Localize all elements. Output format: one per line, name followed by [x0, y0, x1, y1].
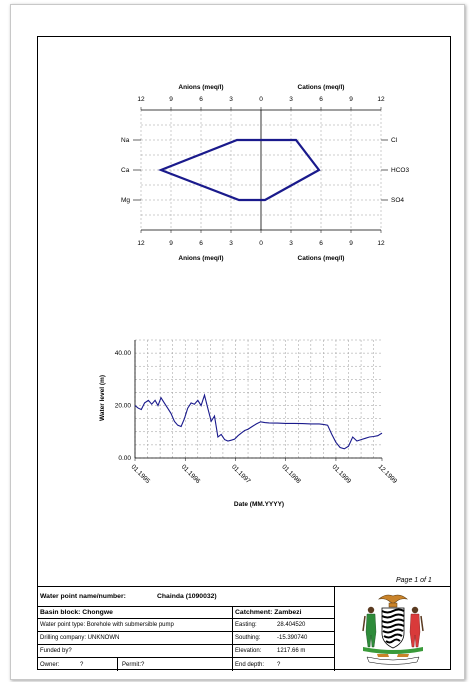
drilling-company: Drilling company: UNKNOWN — [40, 635, 120, 641]
page-sheet — [10, 4, 465, 680]
info-row-funded: Funded by? Elevation: 1217.66 m — [37, 645, 334, 658]
info-block: Water point name/number: Chainda (109003… — [37, 586, 451, 671]
owner-value: ? — [80, 661, 84, 668]
southing-value: -15.390740 — [277, 635, 308, 641]
owner-label: Owner: — [40, 661, 60, 668]
depth-value: ? — [277, 661, 281, 668]
basin-block: Basin block: Chongwe — [40, 609, 113, 616]
elevation-value: 1217.66 m — [277, 648, 306, 654]
info-table: Water point name/number: Chainda (109003… — [37, 587, 334, 671]
water-point-type: Water point type: Borehole with submersi… — [40, 622, 174, 628]
info-row-type: Water point type: Borehole with submersi… — [37, 619, 334, 632]
info-divider — [232, 607, 233, 671]
info-row-basin: Basin block: Chongwe Catchment: Zambezi — [37, 607, 334, 619]
page-number: Page 1 of 1 — [396, 577, 432, 584]
report-frame — [37, 36, 451, 670]
funded-by: Funded by? — [40, 648, 72, 654]
easting-label: Easting: — [235, 622, 257, 628]
wp-label: Water point name/number: — [40, 593, 126, 600]
permit: Permit:? — [122, 661, 145, 668]
zambia-coat-of-arms — [362, 594, 424, 665]
info-row-water-point: Water point name/number: Chainda (109003… — [37, 587, 334, 607]
catchment: Catchment: Zambezi — [235, 609, 302, 616]
logo-box — [334, 587, 451, 671]
easting-value: 28.404520 — [277, 622, 306, 628]
depth-label: End depth: — [235, 661, 265, 668]
info-row-drilling: Drilling company: UNKNOWN Southing: -15.… — [37, 632, 334, 645]
info-row-owner: Owner: ? Permit:? End depth: ? — [37, 658, 334, 671]
wp-value: Chainda (1090032) — [157, 593, 217, 600]
southing-label: Southing: — [235, 635, 261, 641]
owner-divider — [117, 658, 118, 671]
elevation-label: Elevation: — [235, 648, 262, 654]
